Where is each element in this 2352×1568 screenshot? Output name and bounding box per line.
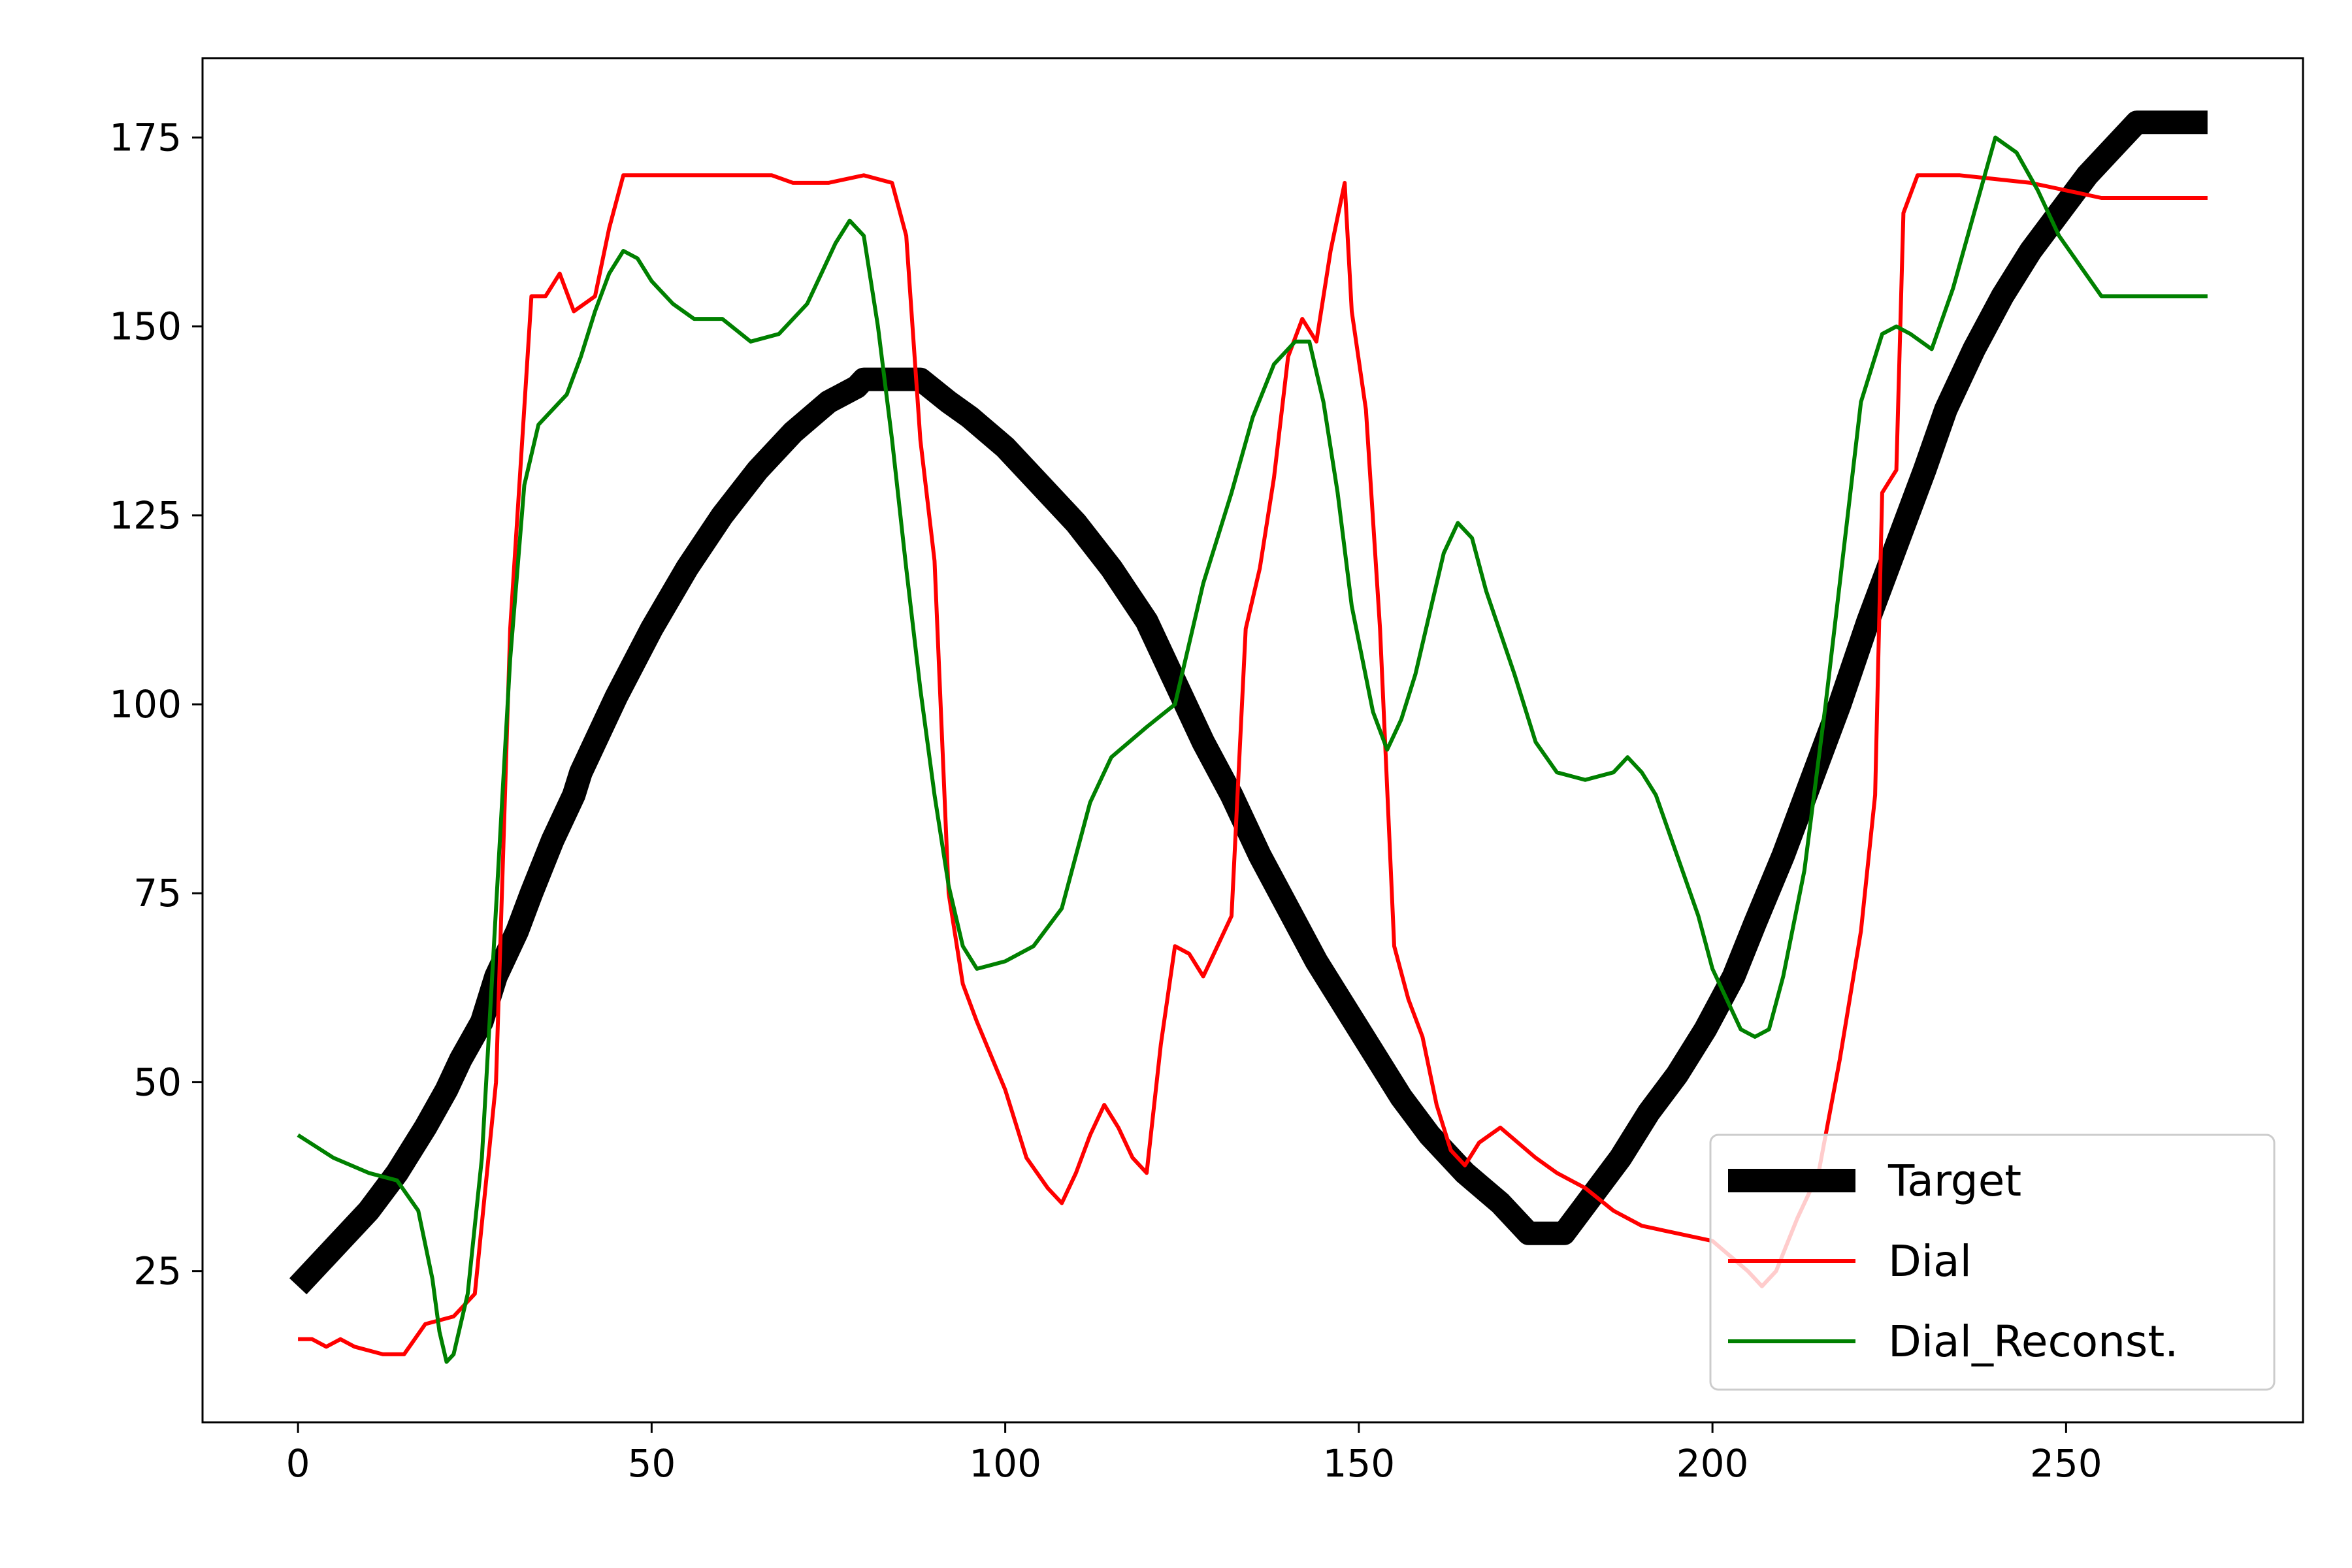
- legend-label-dial-reconst: Dial_Reconst.: [1888, 1316, 2178, 1367]
- x-tick-label: 50: [627, 1441, 676, 1486]
- x-tick-label: 100: [969, 1441, 1041, 1486]
- y-tick-label: 175: [109, 115, 182, 159]
- y-tick-label: 125: [109, 493, 182, 538]
- legend: Target Dial Dial_Reconst.: [1709, 1134, 2276, 1391]
- series-line-dial-reconst: [297, 135, 2208, 1364]
- y-tick-label: 75: [133, 871, 182, 915]
- legend-label-dial: Dial: [1888, 1236, 1972, 1286]
- x-tick-label: 200: [1676, 1441, 1749, 1486]
- x-axis: 0 50 100 150 200 250: [286, 1422, 2102, 1486]
- plot-frame: [201, 57, 2304, 1424]
- y-tick-label: 150: [109, 304, 182, 349]
- y-tick-label: 100: [109, 682, 182, 727]
- legend-box: [1709, 1134, 2276, 1391]
- y-tick-label: 25: [133, 1249, 182, 1294]
- x-tick-label: 150: [1323, 1441, 1396, 1486]
- y-axis: 25 50 75 100 125 150 175: [109, 115, 203, 1294]
- series-line-target: [289, 110, 2208, 1295]
- x-tick-label: 250: [2030, 1441, 2102, 1486]
- x-tick-label: 0: [286, 1441, 310, 1486]
- y-tick-label: 50: [133, 1060, 182, 1104]
- legend-label-target: Target: [1887, 1156, 2021, 1206]
